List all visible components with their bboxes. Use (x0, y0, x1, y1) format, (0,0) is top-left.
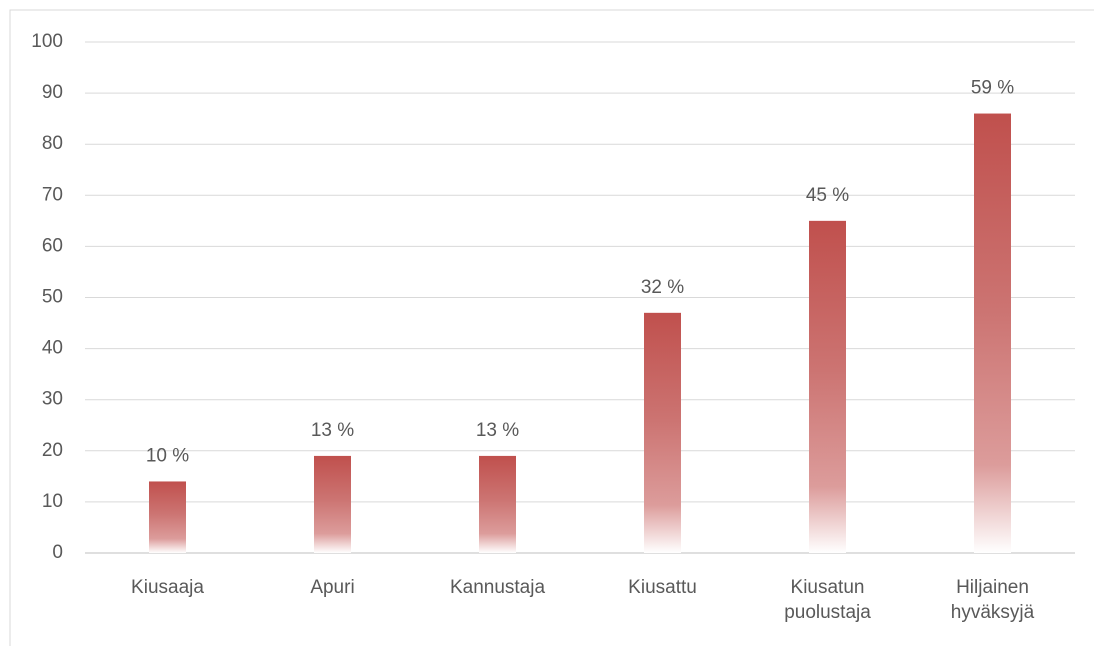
x-tick-label: Kiusattu (628, 577, 697, 598)
x-tick-label: Kannustaja (449, 577, 546, 598)
y-tick-label: 70 (42, 184, 63, 205)
y-tick-label: 100 (31, 31, 63, 52)
y-tick-label: 20 (42, 440, 63, 461)
y-tick-label: 80 (42, 133, 63, 154)
y-tick-label: 60 (42, 235, 63, 256)
y-tick-label: 10 (42, 491, 63, 512)
y-tick-label: 90 (42, 82, 63, 103)
y-tick-label: 40 (42, 338, 63, 359)
x-tick-label: Kiusatun puolustaja (784, 577, 871, 623)
x-tick-label: Kiusaaja (131, 577, 204, 598)
y-tick-label: 0 (52, 542, 63, 563)
data-label: 13 % (311, 420, 354, 441)
bar (644, 312, 681, 553)
data-label: 10 % (146, 445, 189, 466)
bar (314, 455, 351, 553)
data-label: 59 % (971, 78, 1014, 99)
data-label: 13 % (476, 420, 519, 441)
bar (809, 220, 846, 553)
bar (974, 113, 1011, 553)
bar (479, 455, 516, 553)
y-tick-label: 30 (42, 389, 63, 410)
y-tick-label: 50 (42, 287, 63, 308)
bar (149, 481, 186, 553)
chart-frame (9, 9, 1094, 646)
data-label: 45 % (806, 185, 849, 206)
x-tick-label: Hiljainen hyväksyjä (950, 577, 1035, 623)
data-label: 32 % (641, 277, 684, 298)
x-tick-label: Apuri (310, 577, 355, 598)
